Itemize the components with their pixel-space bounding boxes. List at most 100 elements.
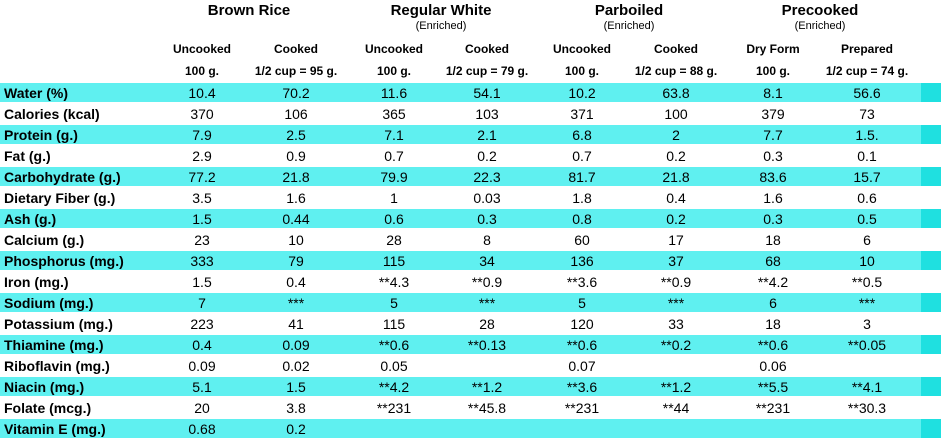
table-cell: 79 (288, 253, 304, 269)
table-cell: **0.05 (847, 337, 887, 353)
row-band (0, 167, 921, 186)
table-cell: 3 (863, 316, 871, 332)
table-cell: **45.8 (467, 400, 507, 416)
table-cell: 1 (390, 190, 398, 206)
column-header-line1: Cooked (273, 42, 318, 56)
row-label: Ash (g.) (4, 211, 57, 227)
table-cell: 370 (190, 106, 214, 122)
table-cell: **4.3 (378, 274, 410, 290)
table-cell: 20 (194, 400, 210, 416)
column-header: Uncooked 100 g. (349, 42, 439, 78)
row-label: Vitamin E (mg.) (4, 421, 106, 437)
table-row: Folate (mcg.) 20 3.8 **231 **45.8 **231 **44 **… (0, 397, 941, 418)
table-cell: 0.06 (759, 358, 787, 374)
row-band (0, 125, 921, 144)
table-cell: 5 (390, 295, 398, 311)
table-cell: 10.4 (188, 85, 216, 101)
row-label: Fat (g.) (4, 148, 51, 164)
table-cell: 37 (668, 253, 684, 269)
table-cell: 1.5 (192, 274, 212, 290)
column-header-line2: 100 g. (376, 64, 412, 78)
table-cell: 100 (664, 106, 688, 122)
column-header-line2: 100 g. (184, 64, 220, 78)
table-row: Fat (g.) 2.9 0.9 0.7 0.2 0.7 0.2 0.3 0.1 (0, 145, 941, 166)
row-band (0, 335, 921, 354)
table-cell: *** (858, 295, 876, 311)
table-cell: *** (287, 295, 305, 311)
group-header: Regular White (Enriched) (351, 2, 531, 33)
table-cell: **231 (376, 400, 412, 416)
column-header-line1: Dry Form (746, 42, 800, 56)
group-header: Precooked (Enriched) (730, 2, 910, 33)
table-cell: 7.7 (763, 127, 783, 143)
table-row: Calories (kcal) 370 106 365 103 371 100 379 73 (0, 103, 941, 124)
row-band-edge (921, 419, 941, 438)
row-label: Folate (mcg.) (4, 400, 92, 416)
table-cell: **4.1 (851, 379, 883, 395)
table-cell: 68 (765, 253, 781, 269)
column-header: Uncooked 100 g. (157, 42, 247, 78)
row-label: Protein (g.) (4, 127, 78, 143)
table-cell: 7.1 (384, 127, 404, 143)
table-cell: 3.5 (192, 190, 212, 206)
column-header: Cooked 1/2 cup = 79 g. (437, 42, 537, 78)
table-cell: 33 (668, 316, 684, 332)
table-cell: 7.9 (192, 127, 212, 143)
group-title: Precooked (781, 2, 859, 19)
table-cell: **0.2 (660, 337, 692, 353)
table-row: Phosphorus (mg.) 333 79 115 34 136 37 68 10 (0, 250, 941, 271)
table-cell: 73 (859, 106, 875, 122)
table-cell: 41 (288, 316, 304, 332)
table-cell: 0.7 (572, 148, 592, 164)
column-header-line2: 1/2 cup = 88 g. (634, 64, 718, 78)
table-row: Ash (g.) 1.5 0.44 0.6 0.3 0.8 0.2 0.3 0.5 (0, 208, 941, 229)
row-band (0, 251, 921, 270)
table-cell: **5.5 (757, 379, 789, 395)
row-band-edge (921, 83, 941, 102)
table-row: Dietary Fiber (g.) 3.5 1.6 1 0.03 1.8 0.4 1.6 0.… (0, 187, 941, 208)
column-header: Prepared 1/2 cup = 74 g. (817, 42, 917, 78)
row-band-edge (921, 251, 941, 270)
table-cell: **0.6 (757, 337, 789, 353)
table-cell: 0.9 (286, 148, 306, 164)
column-header-line2: 1/2 cup = 79 g. (445, 64, 529, 78)
table-cell: 0.4 (192, 337, 212, 353)
row-band-edge (921, 125, 941, 144)
table-cell: 2.5 (286, 127, 306, 143)
row-label: Potassium (mg.) (4, 316, 113, 332)
table-cell: 10 (288, 232, 304, 248)
table-cell: **3.6 (566, 274, 598, 290)
table-row: Potassium (mg.) 223 41 115 28 120 33 18 3 (0, 313, 941, 334)
table-cell: 3.8 (286, 400, 306, 416)
table-cell: 1.5 (286, 379, 306, 395)
table-cell: **231 (564, 400, 600, 416)
row-band (0, 419, 921, 438)
row-band (0, 293, 921, 312)
table-cell: 0.09 (188, 358, 216, 374)
table-cell: 106 (284, 106, 308, 122)
table-cell: 115 (382, 316, 406, 332)
table-cell: 0.8 (572, 211, 592, 227)
row-band (0, 209, 921, 228)
column-header: Uncooked 100 g. (537, 42, 627, 78)
table-cell: 1.8 (572, 190, 592, 206)
table-cell: 0.6 (384, 211, 404, 227)
table-cell: **231 (755, 400, 791, 416)
table-row: Riboflavin (mg.) 0.09 0.02 0.05 0.07 0.06 (0, 355, 941, 376)
group-header: Brown Rice (159, 2, 339, 19)
table-cell: **0.9 (471, 274, 503, 290)
table-cell: 83.6 (759, 169, 787, 185)
table-cell: **3.6 (566, 379, 598, 395)
table-cell: 0.4 (286, 274, 306, 290)
table-cell: 333 (190, 253, 214, 269)
table-cell: **1.2 (471, 379, 503, 395)
table-cell: 0.02 (282, 358, 310, 374)
table-cell: 1.6 (763, 190, 783, 206)
table-cell: 77.2 (188, 169, 216, 185)
table-cell: 22.3 (473, 169, 501, 185)
table-cell: *** (667, 295, 685, 311)
row-label: Calories (kcal) (4, 106, 100, 122)
table-cell: 136 (570, 253, 594, 269)
table-row: Protein (g.) 7.9 2.5 7.1 2.1 6.8 2 7.7 1.5. (0, 124, 941, 145)
